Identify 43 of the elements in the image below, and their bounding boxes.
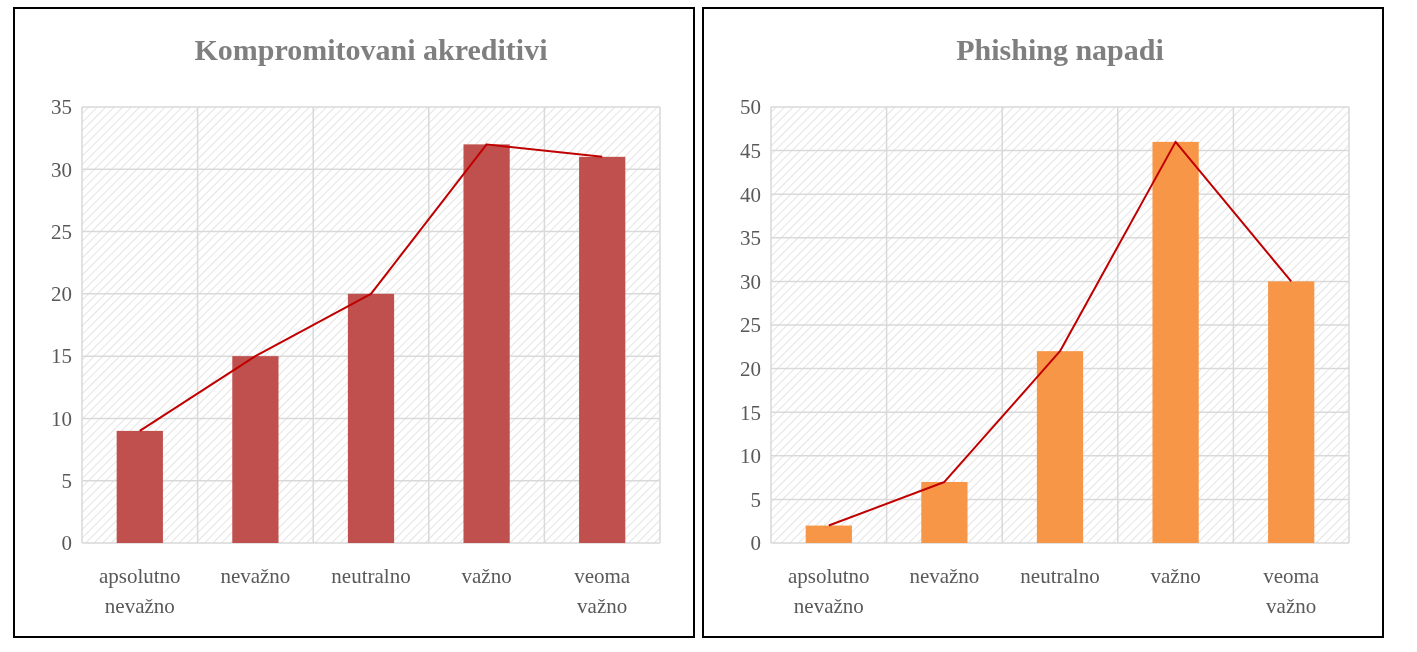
x-tick-label: neutralno xyxy=(331,564,411,588)
y-tick-label: 30 xyxy=(51,157,72,182)
bar xyxy=(921,481,968,543)
y-tick-label: 20 xyxy=(740,356,761,381)
y-tick-label: 10 xyxy=(740,444,761,469)
y-tick-label: 0 xyxy=(750,531,761,556)
chart-title: Phishing napadi xyxy=(956,33,1164,66)
y-tick-label: 50 xyxy=(740,95,761,120)
chart-title: Kompromitovani akreditivi xyxy=(194,33,548,66)
y-tick-label: 15 xyxy=(740,400,761,425)
x-tick-label: apsolutno nevažno xyxy=(787,564,870,618)
y-tick-label: 5 xyxy=(61,469,72,494)
line-series xyxy=(138,143,604,432)
bar xyxy=(1268,281,1315,543)
bar xyxy=(116,430,163,543)
y-tick-label: 45 xyxy=(740,138,761,163)
bar xyxy=(347,293,395,543)
y-tick-label: 15 xyxy=(51,344,72,369)
x-tick-label: nevažno xyxy=(220,564,291,588)
bar xyxy=(579,156,626,543)
y-tick-label: 35 xyxy=(740,226,761,251)
y-tick-label: 20 xyxy=(51,282,72,307)
y-tick-label: 25 xyxy=(51,219,72,244)
y-tick-label: 40 xyxy=(740,182,761,207)
y-tick-label: 10 xyxy=(51,406,72,431)
bar xyxy=(1036,351,1084,543)
x-tick-label: veoma važno xyxy=(1263,564,1320,618)
x-tick-label: apsolutno nevažno xyxy=(98,564,181,618)
line-series xyxy=(827,140,1293,527)
x-tick-label: važno xyxy=(1150,564,1201,588)
bar xyxy=(232,356,279,543)
bar xyxy=(463,144,510,543)
y-tick-label: 30 xyxy=(740,269,761,294)
bar xyxy=(805,525,852,543)
y-tick-label: 5 xyxy=(750,487,761,512)
y-tick-label: 25 xyxy=(740,313,761,338)
x-tick-label: važno xyxy=(461,564,512,588)
y-tick-label: 0 xyxy=(61,531,72,556)
x-tick-label: neutralno xyxy=(1020,564,1100,588)
y-tick-label: 35 xyxy=(51,95,72,120)
x-tick-label: nevažno xyxy=(909,564,980,588)
bar xyxy=(1152,141,1199,543)
x-tick-label: veoma važno xyxy=(574,564,631,618)
